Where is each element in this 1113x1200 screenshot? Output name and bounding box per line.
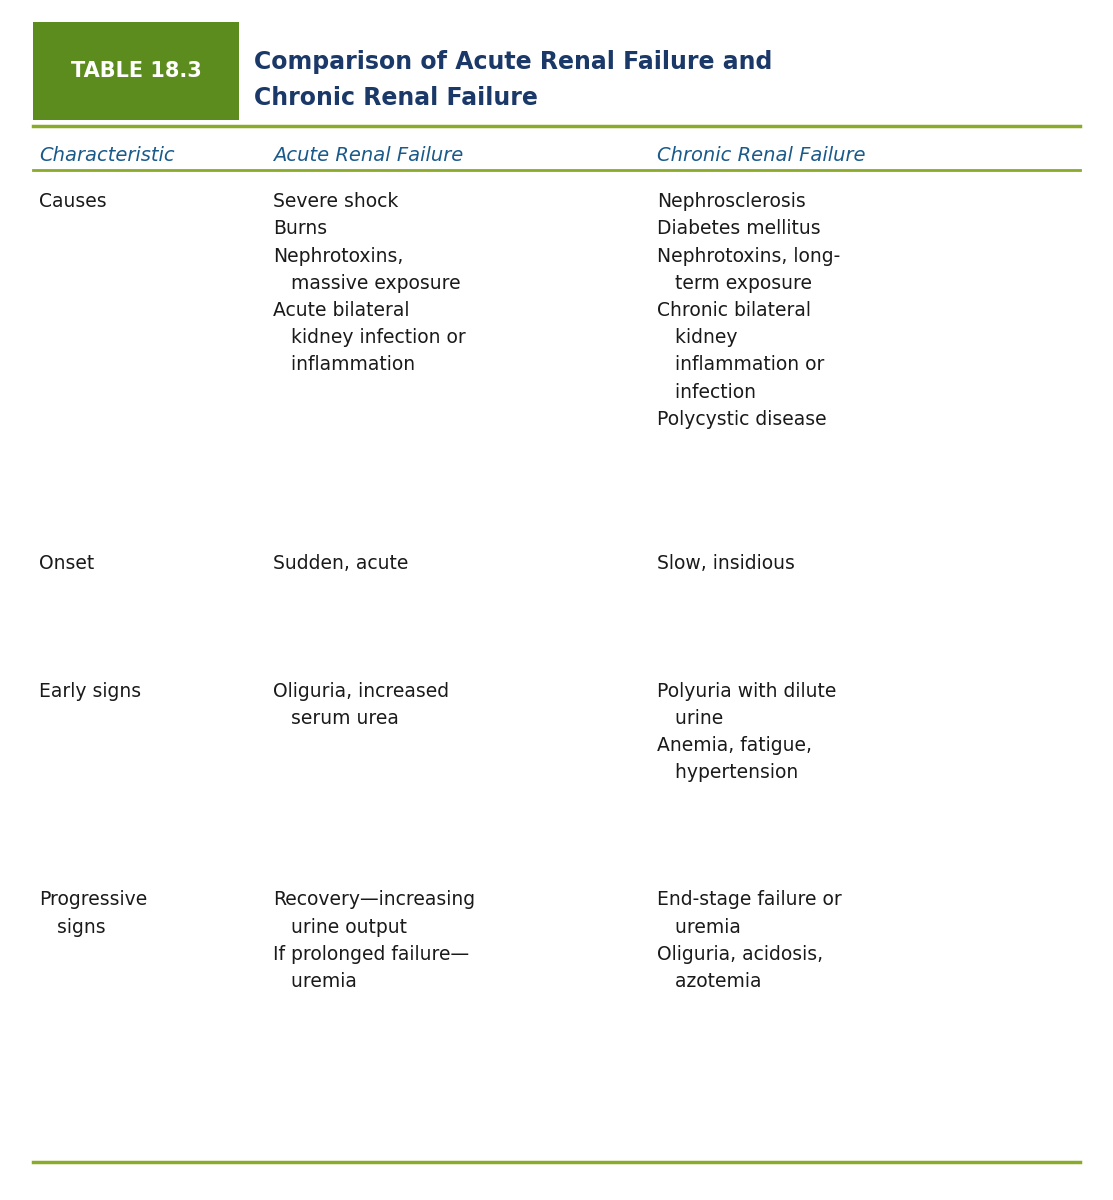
Text: Onset: Onset [39, 554, 95, 574]
Text: Chronic Renal Failure: Chronic Renal Failure [254, 86, 538, 110]
Text: Acute Renal Failure: Acute Renal Failure [273, 146, 463, 166]
Text: Oliguria, increased
   serum urea: Oliguria, increased serum urea [273, 682, 449, 728]
Text: Recovery—increasing
   urine output
If prolonged failure—
   uremia: Recovery—increasing urine output If prol… [273, 890, 475, 991]
Text: Characteristic: Characteristic [39, 146, 175, 166]
Text: Severe shock
Burns
Nephrotoxins,
   massive exposure
Acute bilateral
   kidney i: Severe shock Burns Nephrotoxins, massive… [273, 192, 465, 374]
Text: Nephrosclerosis
Diabetes mellitus
Nephrotoxins, long-
   term exposure
Chronic b: Nephrosclerosis Diabetes mellitus Nephro… [657, 192, 840, 428]
Text: Early signs: Early signs [39, 682, 141, 701]
Text: Polyuria with dilute
   urine
Anemia, fatigue,
   hypertension: Polyuria with dilute urine Anemia, fatig… [657, 682, 836, 782]
Text: TABLE 18.3: TABLE 18.3 [71, 61, 201, 80]
Text: Comparison of Acute Renal Failure and: Comparison of Acute Renal Failure and [254, 50, 772, 74]
Text: Slow, insidious: Slow, insidious [657, 554, 795, 574]
Text: Chronic Renal Failure: Chronic Renal Failure [657, 146, 865, 166]
Text: Sudden, acute: Sudden, acute [273, 554, 408, 574]
Text: Progressive
   signs: Progressive signs [39, 890, 147, 937]
Text: Causes: Causes [39, 192, 107, 211]
FancyBboxPatch shape [33, 22, 239, 120]
Text: End-stage failure or
   uremia
Oliguria, acidosis,
   azotemia: End-stage failure or uremia Oliguria, ac… [657, 890, 841, 991]
